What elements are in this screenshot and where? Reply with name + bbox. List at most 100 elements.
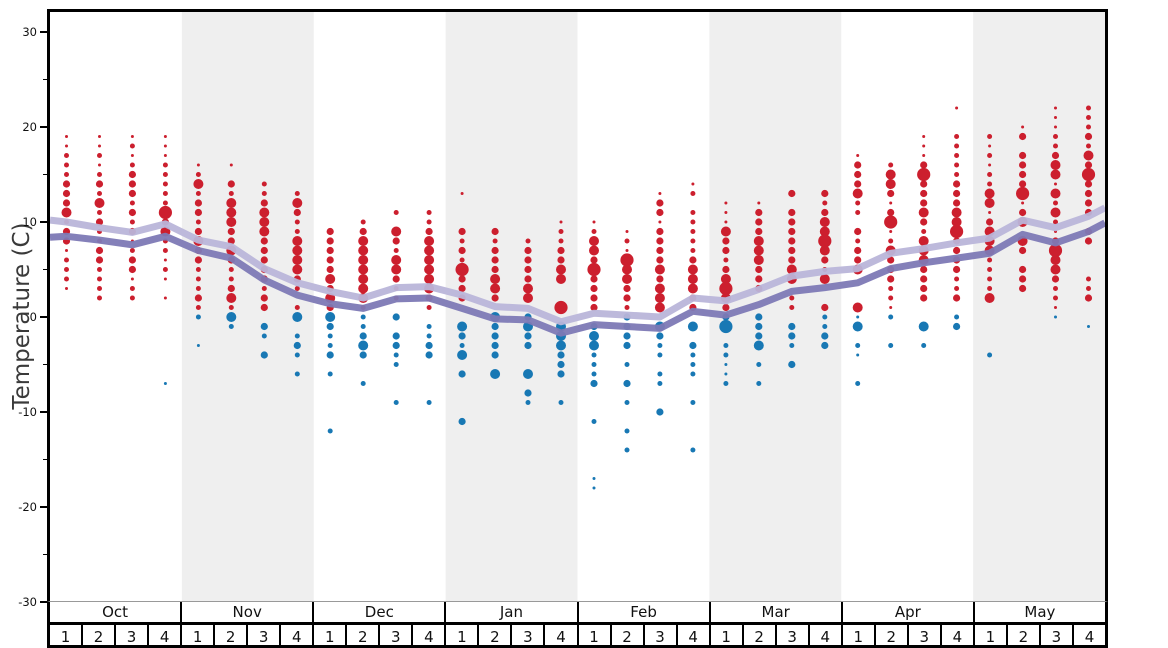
- warm-temperature-dot: [953, 265, 961, 274]
- freezing-temperature-dot: [327, 428, 333, 434]
- warm-temperature-dot: [821, 256, 829, 264]
- warm-temperature-dot: [259, 226, 270, 237]
- freezing-temperature-dot: [491, 351, 499, 359]
- month-cell-dec: Dec: [314, 602, 447, 622]
- freezing-temperature-dot: [524, 341, 532, 350]
- warm-temperature-dot: [592, 220, 596, 224]
- warm-temperature-dot: [922, 135, 926, 138]
- temperature-chart-canvas: [50, 12, 1105, 601]
- freezing-temperature-dot: [360, 324, 366, 329]
- warm-temperature-dot: [854, 256, 862, 264]
- warm-temperature-dot: [953, 199, 961, 207]
- freezing-temperature-dot: [723, 381, 729, 386]
- freezing-temperature-dot: [591, 352, 597, 358]
- y-minor-tick: [43, 173, 47, 176]
- y-tick-label: 30: [22, 25, 37, 39]
- warm-temperature-dot: [64, 162, 69, 168]
- warm-temperature-dot: [852, 188, 863, 199]
- warm-temperature-dot: [988, 211, 992, 214]
- warm-temperature-dot: [392, 275, 400, 283]
- warm-temperature-dot: [656, 246, 664, 255]
- warm-temperature-dot: [163, 144, 167, 148]
- warm-temperature-dot: [788, 237, 796, 245]
- warm-temperature-dot: [624, 305, 630, 310]
- warm-temperature-dot: [624, 238, 630, 244]
- warm-temperature-dot: [459, 238, 465, 244]
- warm-temperature-dot: [65, 135, 68, 138]
- warm-temperature-dot: [260, 294, 268, 302]
- warm-temperature-dot: [292, 264, 303, 275]
- warm-temperature-dot: [755, 218, 763, 226]
- freezing-temperature-dot: [624, 362, 630, 367]
- warm-temperature-dot: [525, 238, 531, 244]
- warm-temperature-dot: [65, 249, 68, 252]
- freezing-temperature-dot: [426, 324, 432, 329]
- week-cell: 2: [83, 625, 117, 648]
- warm-temperature-dot: [720, 274, 731, 284]
- freezing-temperature-dot: [360, 381, 366, 386]
- freezing-temperature-dot: [687, 321, 698, 332]
- warm-temperature-dot: [1019, 246, 1027, 255]
- warm-temperature-dot: [196, 163, 200, 167]
- warm-temperature-dot: [326, 265, 334, 274]
- warm-temperature-dot: [623, 294, 631, 302]
- freezing-temperature-dot: [856, 353, 860, 357]
- warm-temperature-dot: [260, 256, 268, 264]
- warm-temperature-dot: [163, 296, 167, 300]
- freezing-temperature-dot: [457, 350, 468, 360]
- warm-temperature-dot: [358, 255, 369, 265]
- warm-temperature-dot: [855, 200, 861, 206]
- warm-temperature-dot: [1019, 284, 1027, 293]
- warm-temperature-dot: [589, 236, 599, 246]
- warm-temperature-dot: [658, 220, 662, 224]
- warm-temperature-dot: [1019, 180, 1027, 188]
- warm-temperature-dot: [129, 200, 135, 206]
- warm-temperature-dot: [622, 274, 632, 284]
- warm-temperature-dot: [554, 300, 568, 315]
- warm-temperature-dot: [788, 218, 796, 226]
- warm-temperature-dot: [987, 172, 993, 177]
- warm-temperature-dot: [458, 227, 466, 236]
- warm-temperature-dot: [95, 180, 104, 188]
- week-cell: 3: [116, 625, 150, 648]
- freezing-temperature-dot: [425, 351, 433, 359]
- warm-temperature-dot: [690, 248, 696, 253]
- warm-temperature-dot: [922, 144, 926, 148]
- freezing-temperature-dot: [458, 332, 466, 340]
- warm-temperature-dot: [821, 189, 829, 198]
- y-minor-tick: [43, 363, 47, 366]
- warm-temperature-dot: [195, 305, 201, 310]
- y-tick-label: -20: [18, 500, 37, 514]
- warm-temperature-dot: [129, 143, 135, 149]
- warm-temperature-dot: [424, 255, 435, 265]
- warm-temperature-dot: [491, 246, 499, 255]
- warm-temperature-dot: [889, 230, 893, 233]
- freezing-temperature-dot: [724, 372, 728, 376]
- warm-temperature-dot: [984, 198, 995, 208]
- y-minor-tick: [43, 458, 47, 461]
- warm-temperature-dot: [195, 191, 201, 196]
- freezing-temperature-dot: [163, 382, 167, 385]
- warm-temperature-dot: [260, 237, 268, 245]
- warm-temperature-dot: [391, 226, 402, 237]
- freezing-temperature-dot: [261, 333, 267, 339]
- week-cell: 2: [1008, 625, 1041, 648]
- warm-temperature-dot: [987, 134, 993, 139]
- warm-temperature-dot: [984, 293, 995, 303]
- y-major-tick: [40, 126, 47, 128]
- warm-temperature-dot: [656, 208, 664, 217]
- warm-temperature-dot: [1050, 255, 1061, 265]
- warm-temperature-dot: [1051, 275, 1060, 283]
- week-cell: 4: [942, 625, 975, 648]
- warm-temperature-dot: [1019, 170, 1027, 179]
- warm-temperature-dot: [984, 188, 995, 199]
- warm-temperature-dot: [391, 255, 402, 265]
- warm-temperature-dot: [987, 276, 993, 282]
- warm-temperature-dot: [98, 163, 101, 167]
- warm-temperature-dot: [460, 192, 464, 195]
- warm-temperature-dot: [1050, 169, 1061, 180]
- warm-temperature-dot: [62, 199, 71, 207]
- freezing-temperature-dot: [392, 341, 400, 350]
- warm-temperature-dot: [194, 208, 202, 217]
